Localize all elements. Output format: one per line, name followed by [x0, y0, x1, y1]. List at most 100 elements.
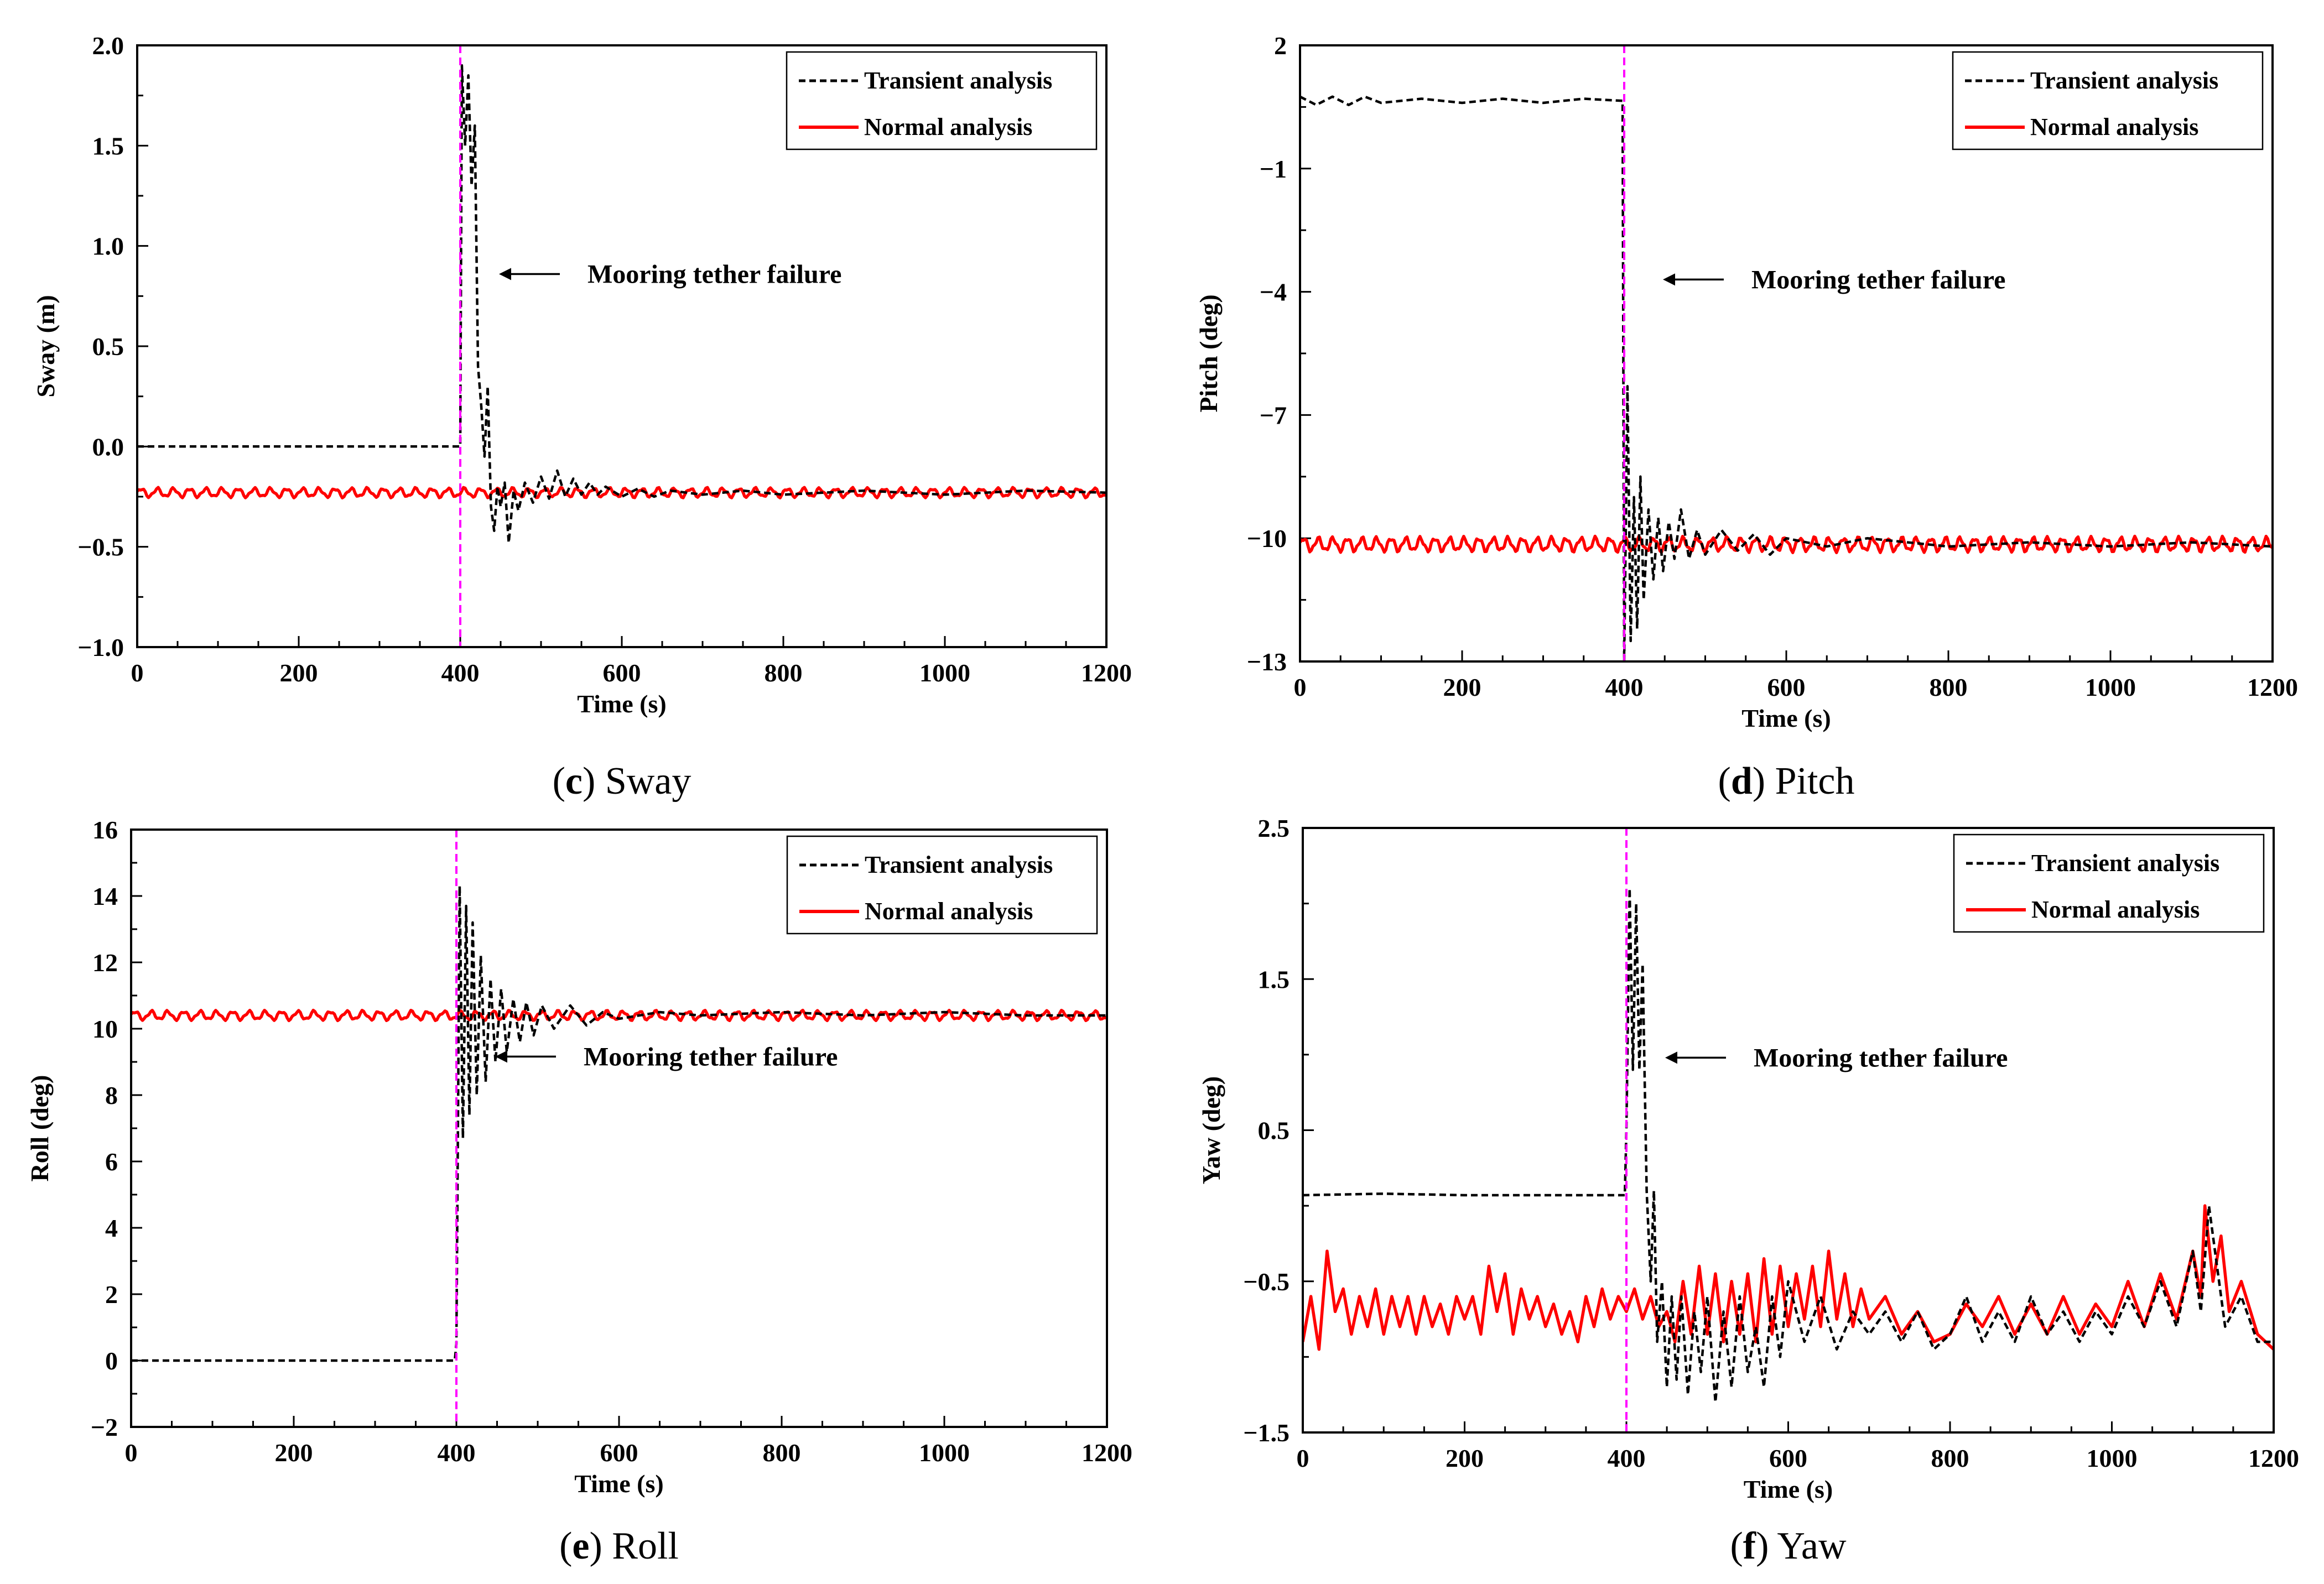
legend-label-transient: Transient analysis [864, 67, 1052, 94]
caption-close-paren: ) [1756, 1525, 1777, 1567]
panel-pitch: 0 200 400 600 800 1000 1200 Time (s) 2 −1 −4 −7 −10 −… [1194, 32, 2298, 803]
x-tick-label: 1200 [1082, 1439, 1132, 1467]
x-tick-label: 400 [1608, 1444, 1646, 1472]
x-tick-label: 800 [765, 659, 803, 687]
x-tick-label: 400 [438, 1439, 476, 1467]
x-tick-label: 0 [125, 1439, 138, 1467]
annotation-arrowhead [499, 268, 511, 280]
x-tick-label: 1200 [2247, 673, 2298, 701]
x-tick-label: 600 [1767, 673, 1806, 701]
y-tick-label: 0.0 [92, 433, 124, 461]
y-axis-title: Roll (deg) [25, 1075, 54, 1182]
y-tick-label: −2 [91, 1413, 118, 1441]
panel-yaw: 0 200 400 600 800 1000 1200 Time (s) 2.5 1.5 0.5 −0… [1197, 814, 2299, 1567]
caption-open-paren: ( [559, 1525, 572, 1567]
caption-letter: e [572, 1525, 589, 1567]
x-tick-label: 0 [131, 659, 144, 687]
x-tick-label: 200 [1443, 673, 1481, 701]
x-tick-label: 1200 [1081, 659, 1132, 687]
legend-label-transient: Transient analysis [2030, 67, 2218, 94]
x-axis-title: Time (s) [1744, 1475, 1833, 1503]
x-tick-label: 800 [763, 1439, 801, 1467]
x-tick-label: 200 [280, 659, 318, 687]
legend-label-normal: Normal analysis [2031, 896, 2200, 923]
y-tick-label: −0.5 [77, 533, 124, 561]
y-tick-label: −1.5 [1243, 1419, 1290, 1447]
x-tick-label: 0 [1297, 1444, 1309, 1472]
legend-box [1952, 51, 2264, 150]
series-line-transient [1300, 95, 2273, 661]
annotation-text: Mooring tether failure [584, 1042, 838, 1071]
series-line-normal [1303, 1204, 2274, 1351]
caption-text: Roll [612, 1525, 679, 1567]
series-line-normal [131, 1008, 1107, 1023]
x-tick-label: 600 [1769, 1444, 1807, 1472]
plot-area-yaw [1303, 887, 2274, 1404]
y-tick-label: 4 [105, 1214, 118, 1242]
y-tick-label: 6 [105, 1148, 118, 1176]
y-tick-label: 2.5 [1258, 814, 1290, 842]
x-axis-title: Time (s) [574, 1470, 663, 1498]
y-axis-title: Sway (m) [32, 295, 60, 397]
y-tick-label: 8 [105, 1081, 118, 1109]
x-tick-label: 200 [275, 1439, 313, 1467]
annotation-text: Mooring tether failure [588, 259, 841, 289]
legend-box [786, 835, 1098, 935]
plot-frame [130, 829, 1108, 1428]
y-tick-label: −13 [1247, 648, 1287, 676]
x-axis-title: Time (s) [1741, 704, 1831, 732]
legend-box [786, 51, 1098, 150]
plot-area-pitch [1300, 95, 2273, 661]
y-tick-label: 10 [92, 1015, 118, 1043]
x-tick-label: 1000 [2087, 1444, 2138, 1472]
caption-letter: f [1743, 1525, 1756, 1567]
plot-frame [136, 44, 1108, 648]
y-tick-label: −1.0 [77, 633, 124, 661]
panel-roll: 0 200 400 600 800 1000 1200 Time (s) 16 14 12 10 8 6 4… [25, 816, 1132, 1567]
y-tick-label: 2 [105, 1280, 118, 1309]
legend-box [1953, 833, 2265, 933]
series-line-normal [137, 486, 1106, 499]
caption-close-paren: ) [589, 1525, 612, 1567]
x-tick-label: 1200 [2248, 1444, 2299, 1472]
legend-label-normal: Normal analysis [2030, 113, 2198, 140]
y-tick-label: −0.5 [1243, 1268, 1290, 1296]
x-axis-title: Time (s) [577, 690, 666, 718]
y-tick-label: 16 [92, 816, 118, 844]
x-tick-label: 1000 [919, 1439, 970, 1467]
annotation-text: Mooring tether failure [1751, 265, 2005, 294]
legend-label-transient: Transient analysis [2031, 850, 2219, 877]
annotation-arrowhead [1663, 273, 1675, 286]
caption-letter: d [1731, 760, 1753, 803]
y-tick-label: −1 [1260, 155, 1287, 183]
plot-frame [1302, 827, 2275, 1434]
y-tick-label: 0 [105, 1347, 118, 1375]
caption-letter: c [565, 760, 583, 803]
y-tick-label: −7 [1260, 401, 1287, 429]
panel-caption: (e) Roll [559, 1525, 679, 1567]
x-tick-label: 800 [1931, 1444, 1969, 1472]
y-tick-label: −10 [1247, 524, 1287, 553]
panel-caption: (c) Sway [553, 760, 692, 803]
panel-sway: 0 200 400 600 800 1000 1200 Time (s) 2.0 1.5 1.0 0.… [32, 32, 1132, 803]
legend-label-normal: Normal analysis [864, 113, 1032, 140]
y-tick-label: 2 [1274, 32, 1287, 60]
y-tick-label: 2.0 [92, 32, 124, 60]
x-tick-label: 600 [603, 659, 641, 687]
y-tick-label: 14 [92, 882, 118, 910]
x-tick-label: 200 [1446, 1444, 1484, 1472]
x-tick-label: 400 [441, 659, 480, 687]
y-tick-label: 12 [92, 949, 118, 977]
caption-open-paren: ( [1718, 760, 1731, 803]
plot-area-roll [131, 884, 1107, 1362]
x-tick-label: 800 [1930, 673, 1968, 701]
x-tick-label: 400 [1605, 673, 1644, 701]
plot-frame [1299, 44, 2274, 663]
caption-text: Yaw [1777, 1525, 1847, 1567]
annotation-text: Mooring tether failure [1754, 1043, 2008, 1072]
y-axis-title: Yaw (deg) [1197, 1076, 1225, 1184]
y-tick-label: 0.5 [92, 332, 124, 361]
y-tick-label: 1.5 [1258, 965, 1290, 993]
caption-close-paren: ) [583, 760, 605, 803]
